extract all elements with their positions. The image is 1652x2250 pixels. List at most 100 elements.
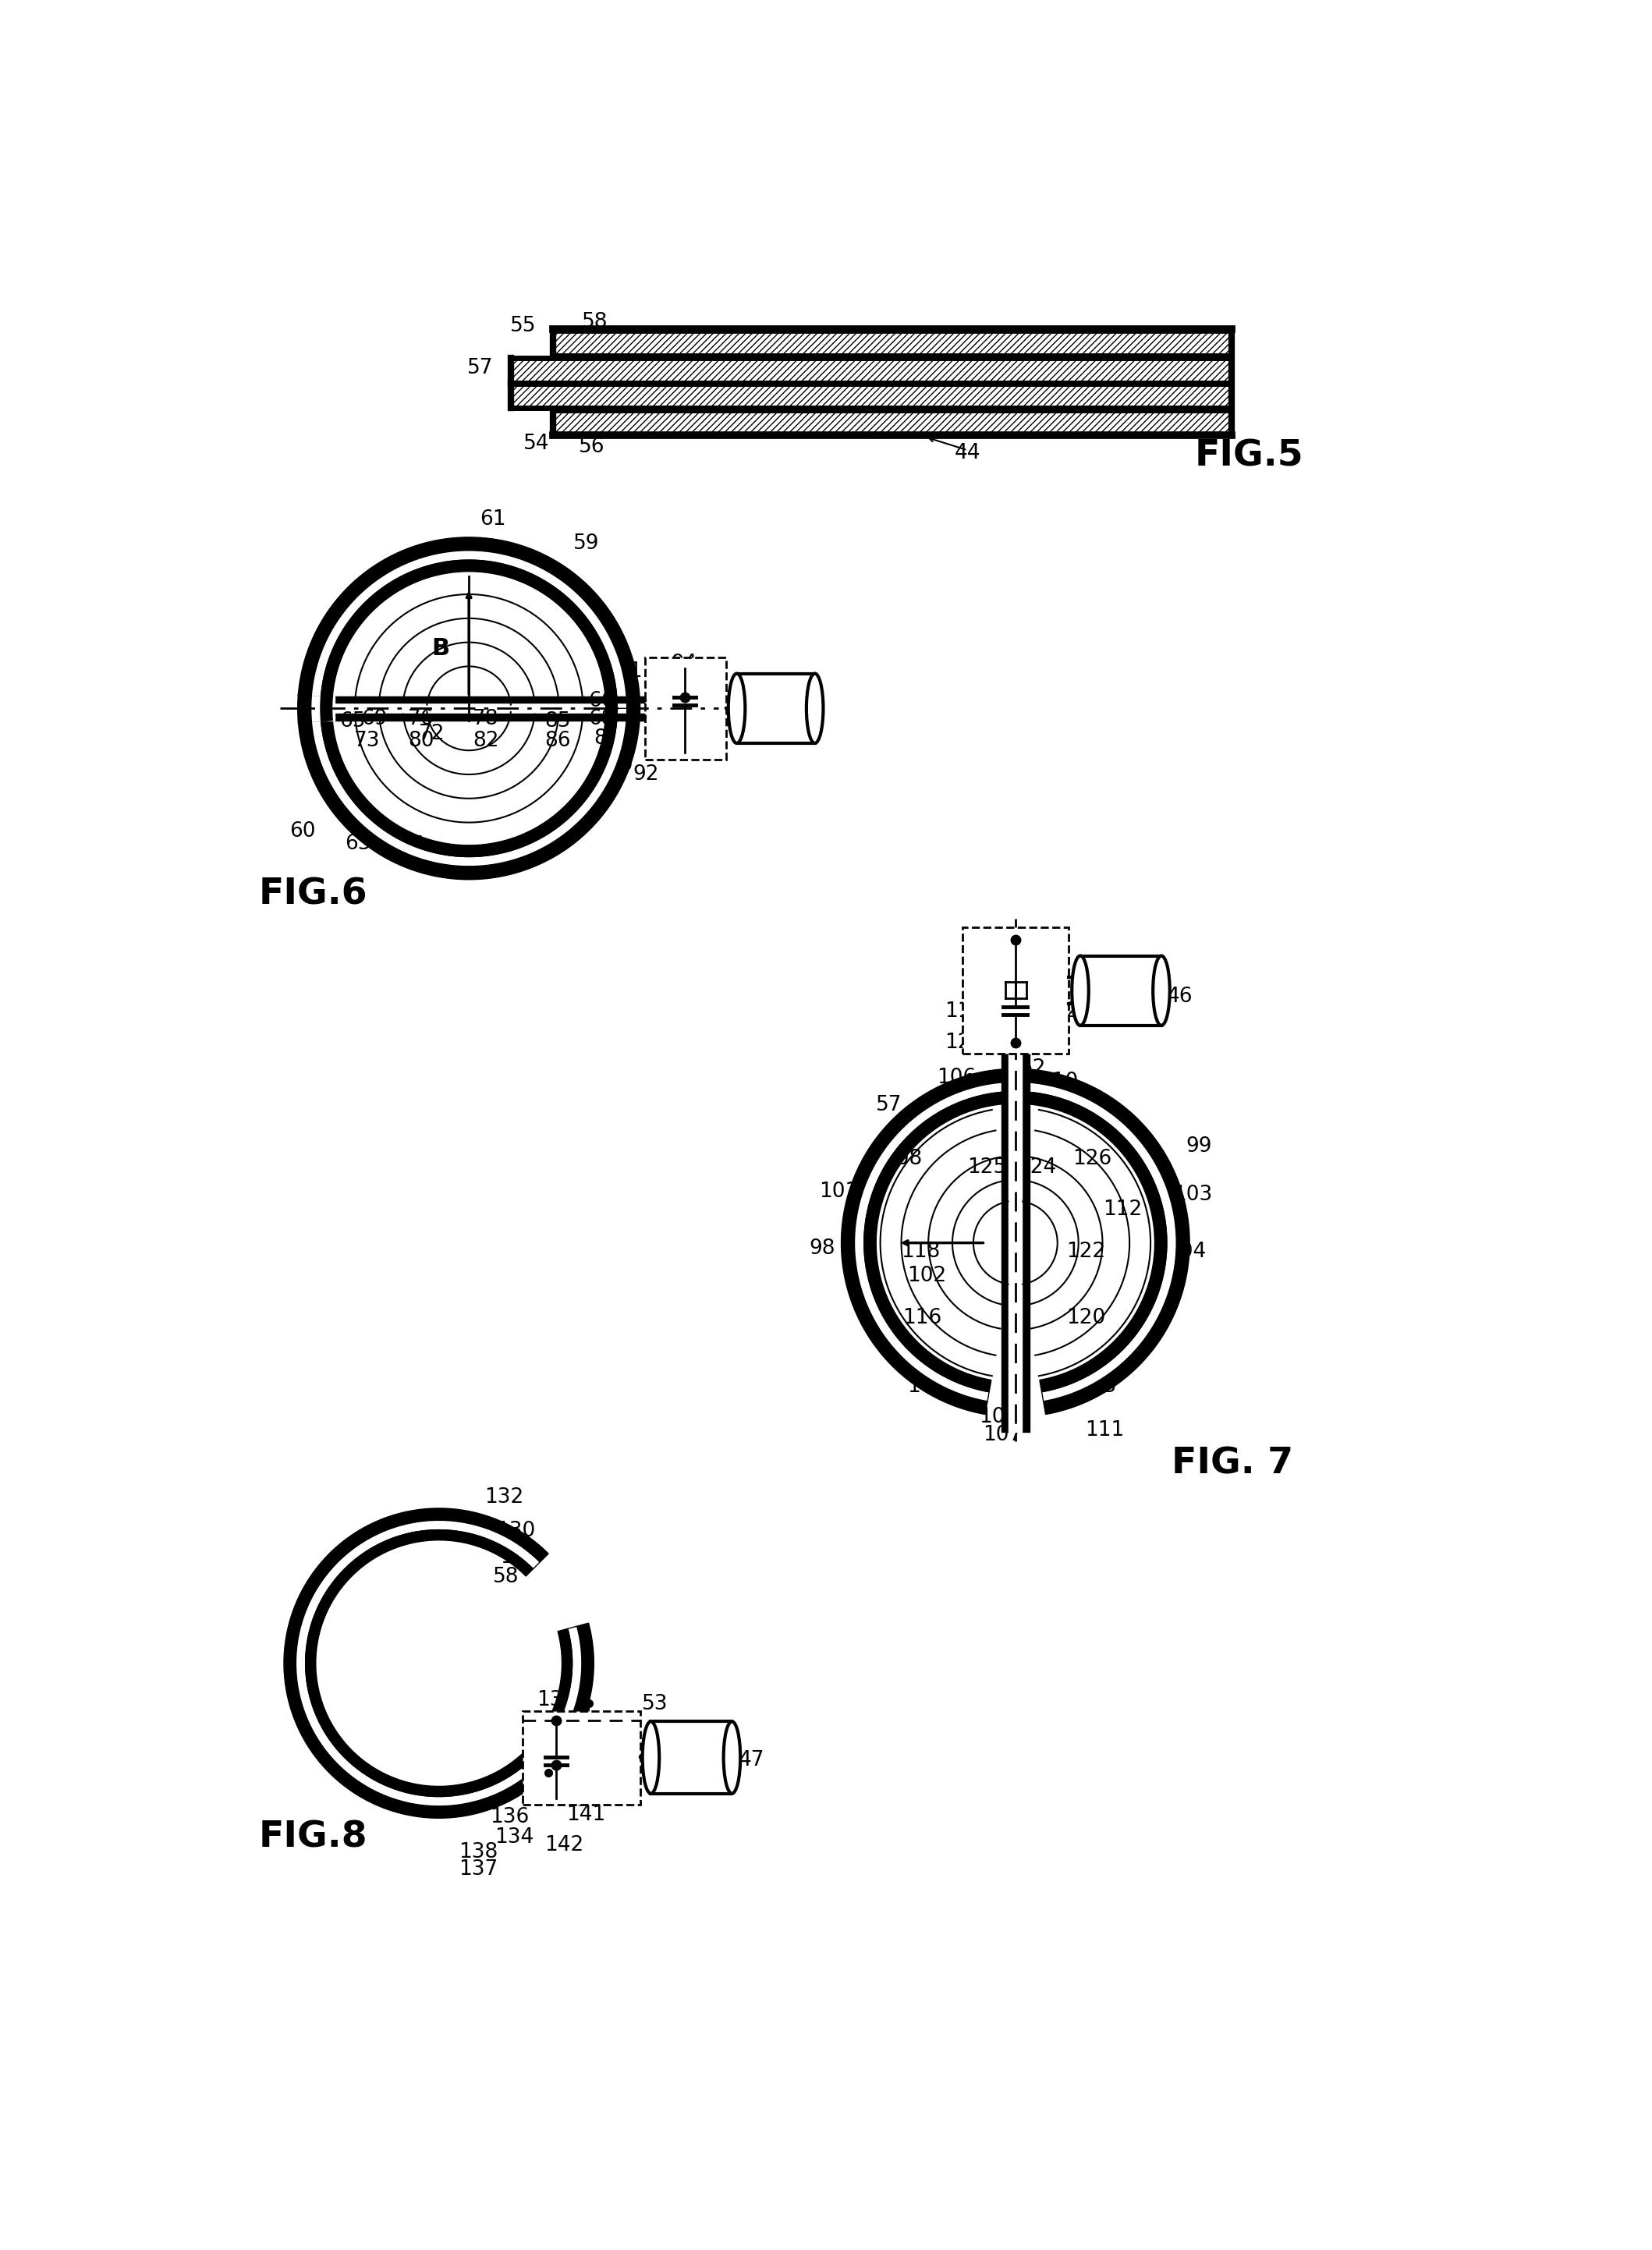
Ellipse shape (729, 673, 745, 742)
Text: FIG.6: FIG.6 (259, 878, 368, 911)
Text: 56: 56 (661, 716, 686, 736)
Text: 68: 68 (588, 709, 615, 729)
Polygon shape (284, 1508, 593, 1818)
Text: 94: 94 (671, 652, 697, 673)
Text: 80: 80 (408, 731, 434, 752)
Polygon shape (297, 538, 639, 709)
Text: 73: 73 (354, 731, 380, 752)
Text: 132: 132 (484, 1487, 524, 1508)
Polygon shape (297, 693, 312, 722)
Text: 110: 110 (1039, 1071, 1079, 1091)
Text: 69: 69 (360, 709, 387, 729)
Text: 134: 134 (494, 1827, 534, 1847)
Text: 108: 108 (884, 1150, 922, 1170)
Text: 92: 92 (633, 765, 659, 785)
Text: 55: 55 (510, 315, 537, 335)
Text: FIG. 7: FIG. 7 (1171, 1447, 1294, 1480)
Text: 107: 107 (983, 1424, 1023, 1444)
Text: 103: 103 (1173, 1186, 1213, 1206)
Text: 60: 60 (289, 821, 316, 841)
Bar (510, 360, 1232, 380)
Text: 57: 57 (468, 358, 492, 378)
Text: 64: 64 (398, 835, 425, 855)
Polygon shape (841, 1069, 1189, 1415)
Text: 58: 58 (492, 1568, 519, 1588)
Polygon shape (311, 551, 626, 709)
Text: 63: 63 (345, 832, 370, 853)
Text: 99: 99 (1186, 1136, 1211, 1156)
Polygon shape (320, 695, 332, 722)
Text: 122: 122 (1067, 1242, 1105, 1262)
Text: 118: 118 (900, 1242, 940, 1262)
Text: 59: 59 (573, 533, 600, 554)
Text: 67: 67 (296, 702, 322, 722)
Text: 124: 124 (1018, 1159, 1056, 1179)
Text: 78: 78 (472, 709, 499, 729)
Bar (510, 385, 1232, 407)
Text: 138: 138 (459, 1843, 497, 1863)
Text: 84: 84 (595, 729, 620, 749)
Text: 47: 47 (738, 1750, 765, 1771)
Text: 66: 66 (588, 691, 615, 711)
Text: 128: 128 (1052, 1001, 1092, 1021)
Text: FIG.8: FIG.8 (259, 1820, 367, 1854)
Text: 136: 136 (491, 1807, 529, 1827)
Text: 57: 57 (876, 1093, 902, 1114)
Text: 142: 142 (544, 1836, 583, 1856)
Text: 74: 74 (598, 742, 624, 763)
Text: 70: 70 (608, 756, 633, 776)
Text: 126: 126 (1072, 1150, 1112, 1170)
Text: 131: 131 (501, 1548, 540, 1568)
Text: FIG.5: FIG.5 (1194, 439, 1303, 475)
Bar (963, 927, 1069, 1053)
Text: 109: 109 (907, 1377, 947, 1397)
Bar (553, 331, 1232, 356)
Text: B: B (431, 637, 449, 659)
Text: 76: 76 (408, 709, 434, 729)
Text: 125: 125 (966, 1159, 1006, 1179)
Text: 54: 54 (524, 434, 548, 455)
Text: 51: 51 (616, 661, 643, 682)
Text: 56: 56 (578, 436, 605, 457)
Text: 120: 120 (1067, 1307, 1105, 1327)
Text: 65: 65 (340, 711, 365, 731)
Text: 72: 72 (418, 724, 444, 745)
Text: 113: 113 (1077, 1377, 1117, 1397)
Polygon shape (320, 709, 618, 857)
Bar (553, 409, 1232, 434)
Ellipse shape (724, 1721, 740, 1793)
Bar (524, 1712, 639, 1805)
Text: 112: 112 (1104, 1199, 1142, 1220)
Ellipse shape (806, 673, 823, 742)
Text: 44: 44 (955, 443, 980, 463)
Polygon shape (311, 709, 626, 866)
Polygon shape (297, 709, 639, 880)
Polygon shape (306, 1530, 572, 1796)
Polygon shape (296, 1521, 582, 1807)
Text: 62: 62 (510, 549, 535, 569)
Text: 102: 102 (907, 1267, 947, 1287)
Text: 106: 106 (937, 1066, 976, 1087)
Text: 137: 137 (459, 1858, 497, 1879)
Text: 111: 111 (1085, 1420, 1123, 1440)
Text: 58: 58 (582, 313, 608, 333)
Polygon shape (854, 1082, 1176, 1402)
Text: 105: 105 (980, 1406, 1018, 1426)
Text: 104: 104 (1166, 1242, 1206, 1262)
Text: 101: 101 (819, 1181, 857, 1202)
Text: 129: 129 (945, 1033, 985, 1053)
Text: 71: 71 (304, 729, 329, 749)
Text: 53: 53 (643, 1694, 667, 1715)
Text: 114: 114 (945, 1001, 985, 1021)
Ellipse shape (1072, 956, 1089, 1026)
Ellipse shape (643, 1721, 659, 1793)
Text: 116: 116 (902, 1307, 942, 1327)
Text: 45: 45 (750, 693, 776, 713)
Text: 135: 135 (537, 1690, 575, 1710)
Text: 85: 85 (545, 711, 572, 731)
Text: 46: 46 (1166, 986, 1193, 1006)
Text: B: B (1003, 1231, 1021, 1253)
Text: 52: 52 (1021, 1057, 1046, 1078)
Ellipse shape (1153, 956, 1170, 1026)
Text: 82: 82 (472, 731, 499, 752)
